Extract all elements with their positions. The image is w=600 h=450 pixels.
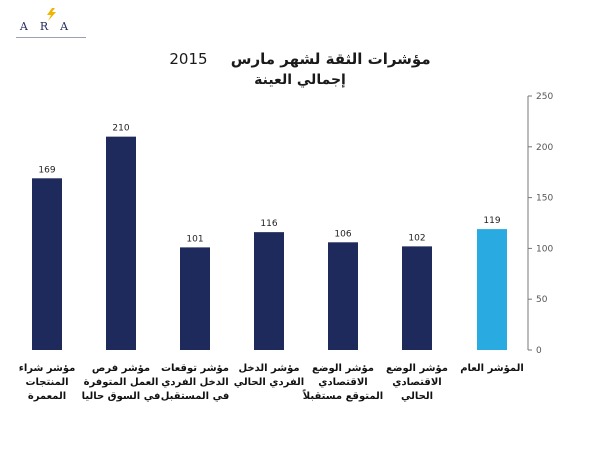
bar [254,232,284,350]
chart-title-year: 2015 [169,50,208,68]
category-label: مؤشر شراء المنتجات المعمرة [18,363,76,402]
bar [180,247,210,350]
y-tick-label: 100 [536,244,553,254]
bar-value-label: 119 [483,216,500,226]
chart-title: 2015 مؤشرات الثقة لشهر مارس [150,50,450,68]
category-label: مؤشر توقعات الدخل الفردي في المستقبل [160,363,230,402]
ara-logo: ARA [8,6,92,40]
category-label: مؤشر فرص العمل المتوفرة في السوق حاليا [81,363,161,402]
chart-title-main: مؤشرات الثقة لشهر مارس [230,50,431,68]
chart-title-block: 2015 مؤشرات الثقة لشهر مارس إجمالي العين… [150,50,450,88]
bar [328,242,358,350]
bar-value-label: 210 [112,124,129,134]
bar-value-label: 106 [334,229,351,239]
bar-value-label: 169 [38,165,55,175]
y-tick-label: 50 [536,295,548,305]
lightning-bolt-icon [47,8,56,21]
y-axis: 0 50 100 150 200 250 [527,92,553,356]
category-label: مؤشر الوضع الاقتصادي الحالي [386,363,448,402]
bar [402,246,432,350]
y-tick-label: 150 [536,194,553,204]
y-tick-label: 200 [536,143,553,153]
category-label: مؤشر الوضع الاقتصادي المتوقع مستقبلاً [302,363,384,402]
logo-text: ARA [19,20,81,33]
logo-divider [16,37,86,38]
y-tick-label: 0 [536,346,542,356]
category-label: مؤشر الدخل الفردي الحالي [233,363,305,388]
bar-value-label: 101 [186,234,203,244]
bar-value-label: 116 [260,219,277,229]
bar-value-label: 102 [408,233,425,243]
chart-subtitle: إجمالي العينة [254,72,346,88]
bar [477,229,507,350]
bar [32,178,62,350]
bars: 169 210 101 116 106 102 119 [32,124,507,350]
category-label: المؤشر العام [460,363,524,374]
y-tick-label: 250 [536,92,553,102]
bar [106,136,136,350]
